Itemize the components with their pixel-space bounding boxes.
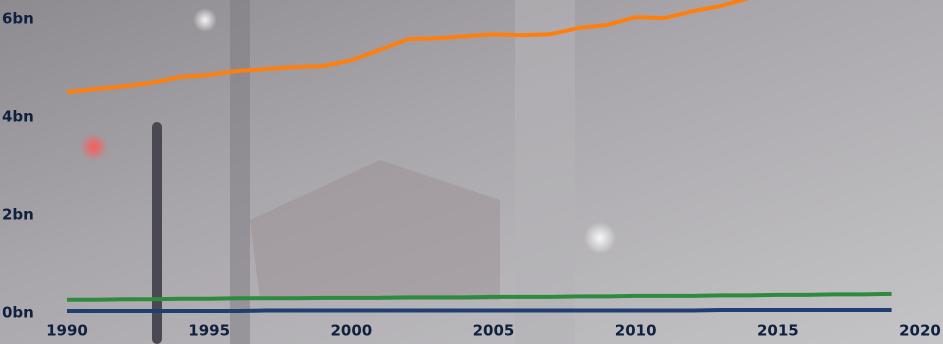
- x-tick-label: 2000: [330, 322, 372, 340]
- background-light: [584, 222, 616, 254]
- x-tick-label: 2020: [899, 322, 941, 340]
- y-tick-label: 0bn: [2, 304, 34, 322]
- x-tick-label: 2015: [757, 322, 799, 340]
- plot-area: [66, 0, 892, 314]
- background-light: [80, 133, 108, 161]
- background-pole: [515, 0, 575, 344]
- background-light: [193, 8, 217, 32]
- data-line: [67, 291, 892, 302]
- x-tick-label: 1990: [46, 322, 88, 340]
- y-tick-label: 6bn: [2, 10, 34, 28]
- background-shelter: [250, 160, 500, 300]
- data-line: [67, 308, 892, 314]
- background-pole: [230, 0, 250, 344]
- background-pole: [152, 122, 162, 344]
- y-tick-label: 4bn: [2, 108, 34, 126]
- x-tick-label: 2005: [473, 322, 515, 340]
- data-line: [66, 0, 807, 95]
- x-tick-label: 1995: [188, 322, 230, 340]
- y-tick-label: 2bn: [2, 206, 34, 224]
- x-tick-label: 2010: [615, 322, 657, 340]
